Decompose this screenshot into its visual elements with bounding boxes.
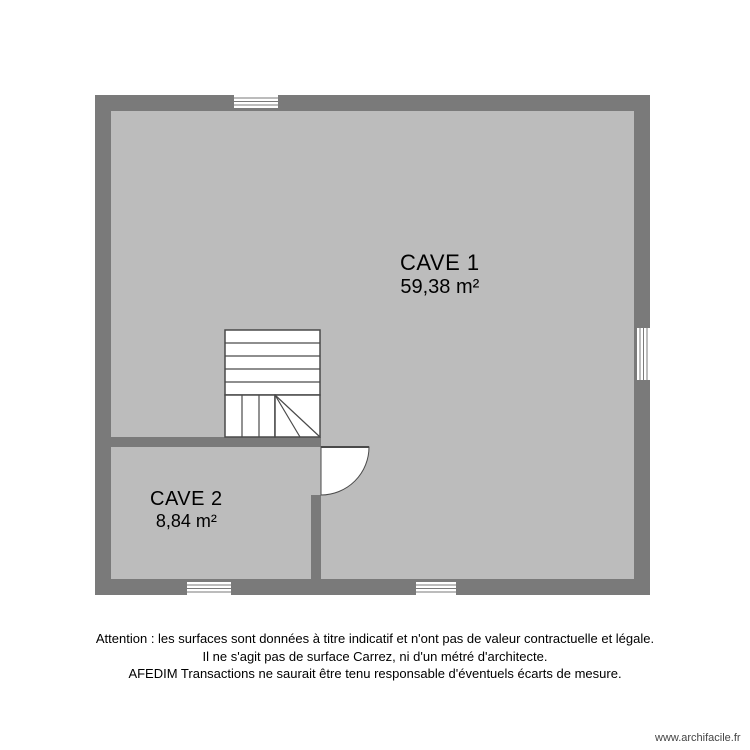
cave1-label: CAVE 1 59,38 m²: [400, 250, 480, 299]
cave2-area: 8,84 m²: [150, 511, 223, 532]
top-opening: [234, 95, 278, 108]
cave1-area: 59,38 m²: [400, 276, 480, 299]
cave2-name: CAVE 2: [150, 488, 223, 511]
disclaimer-line1: Attention : les surfaces sont données à …: [0, 630, 750, 648]
disclaimer-line3: AFEDIM Transactions ne saurait être tenu…: [0, 665, 750, 683]
disclaimer: Attention : les surfaces sont données à …: [0, 630, 750, 683]
cave2-label: CAVE 2 8,84 m²: [150, 488, 223, 532]
stairs: [225, 330, 320, 437]
cave1-name: CAVE 1: [400, 250, 480, 276]
disclaimer-line2: Il ne s'agit pas de surface Carrez, ni d…: [0, 648, 750, 666]
credit-link: www.archifacile.fr: [655, 732, 741, 744]
